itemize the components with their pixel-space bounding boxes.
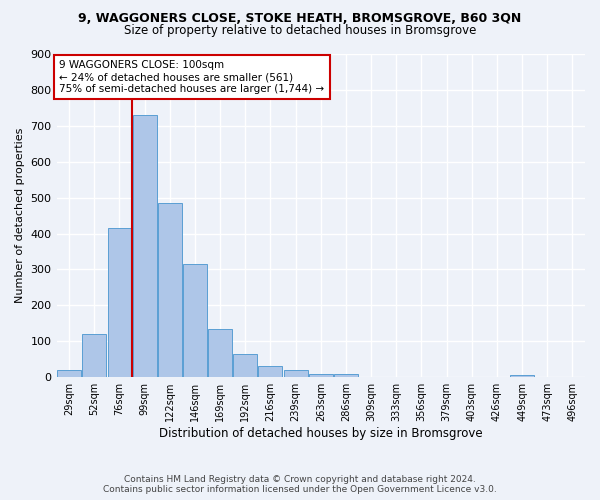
- Bar: [82, 334, 106, 377]
- Bar: [133, 115, 157, 377]
- Y-axis label: Number of detached properties: Number of detached properties: [15, 128, 25, 304]
- Bar: [208, 328, 232, 377]
- Text: Size of property relative to detached houses in Bromsgrove: Size of property relative to detached ho…: [124, 24, 476, 37]
- X-axis label: Distribution of detached houses by size in Bromsgrove: Distribution of detached houses by size …: [159, 427, 482, 440]
- Bar: [107, 228, 131, 377]
- Bar: [57, 370, 81, 377]
- Text: 9, WAGGONERS CLOSE, STOKE HEATH, BROMSGROVE, B60 3QN: 9, WAGGONERS CLOSE, STOKE HEATH, BROMSGR…: [79, 12, 521, 26]
- Bar: [510, 376, 534, 377]
- Bar: [259, 366, 283, 377]
- Text: 9 WAGGONERS CLOSE: 100sqm
← 24% of detached houses are smaller (561)
75% of semi: 9 WAGGONERS CLOSE: 100sqm ← 24% of detac…: [59, 60, 325, 94]
- Bar: [233, 354, 257, 377]
- Text: Contains public sector information licensed under the Open Government Licence v3: Contains public sector information licen…: [103, 484, 497, 494]
- Bar: [284, 370, 308, 377]
- Bar: [158, 203, 182, 377]
- Bar: [334, 374, 358, 377]
- Bar: [183, 264, 207, 377]
- Text: Contains HM Land Registry data © Crown copyright and database right 2024.: Contains HM Land Registry data © Crown c…: [124, 476, 476, 484]
- Bar: [309, 374, 333, 377]
